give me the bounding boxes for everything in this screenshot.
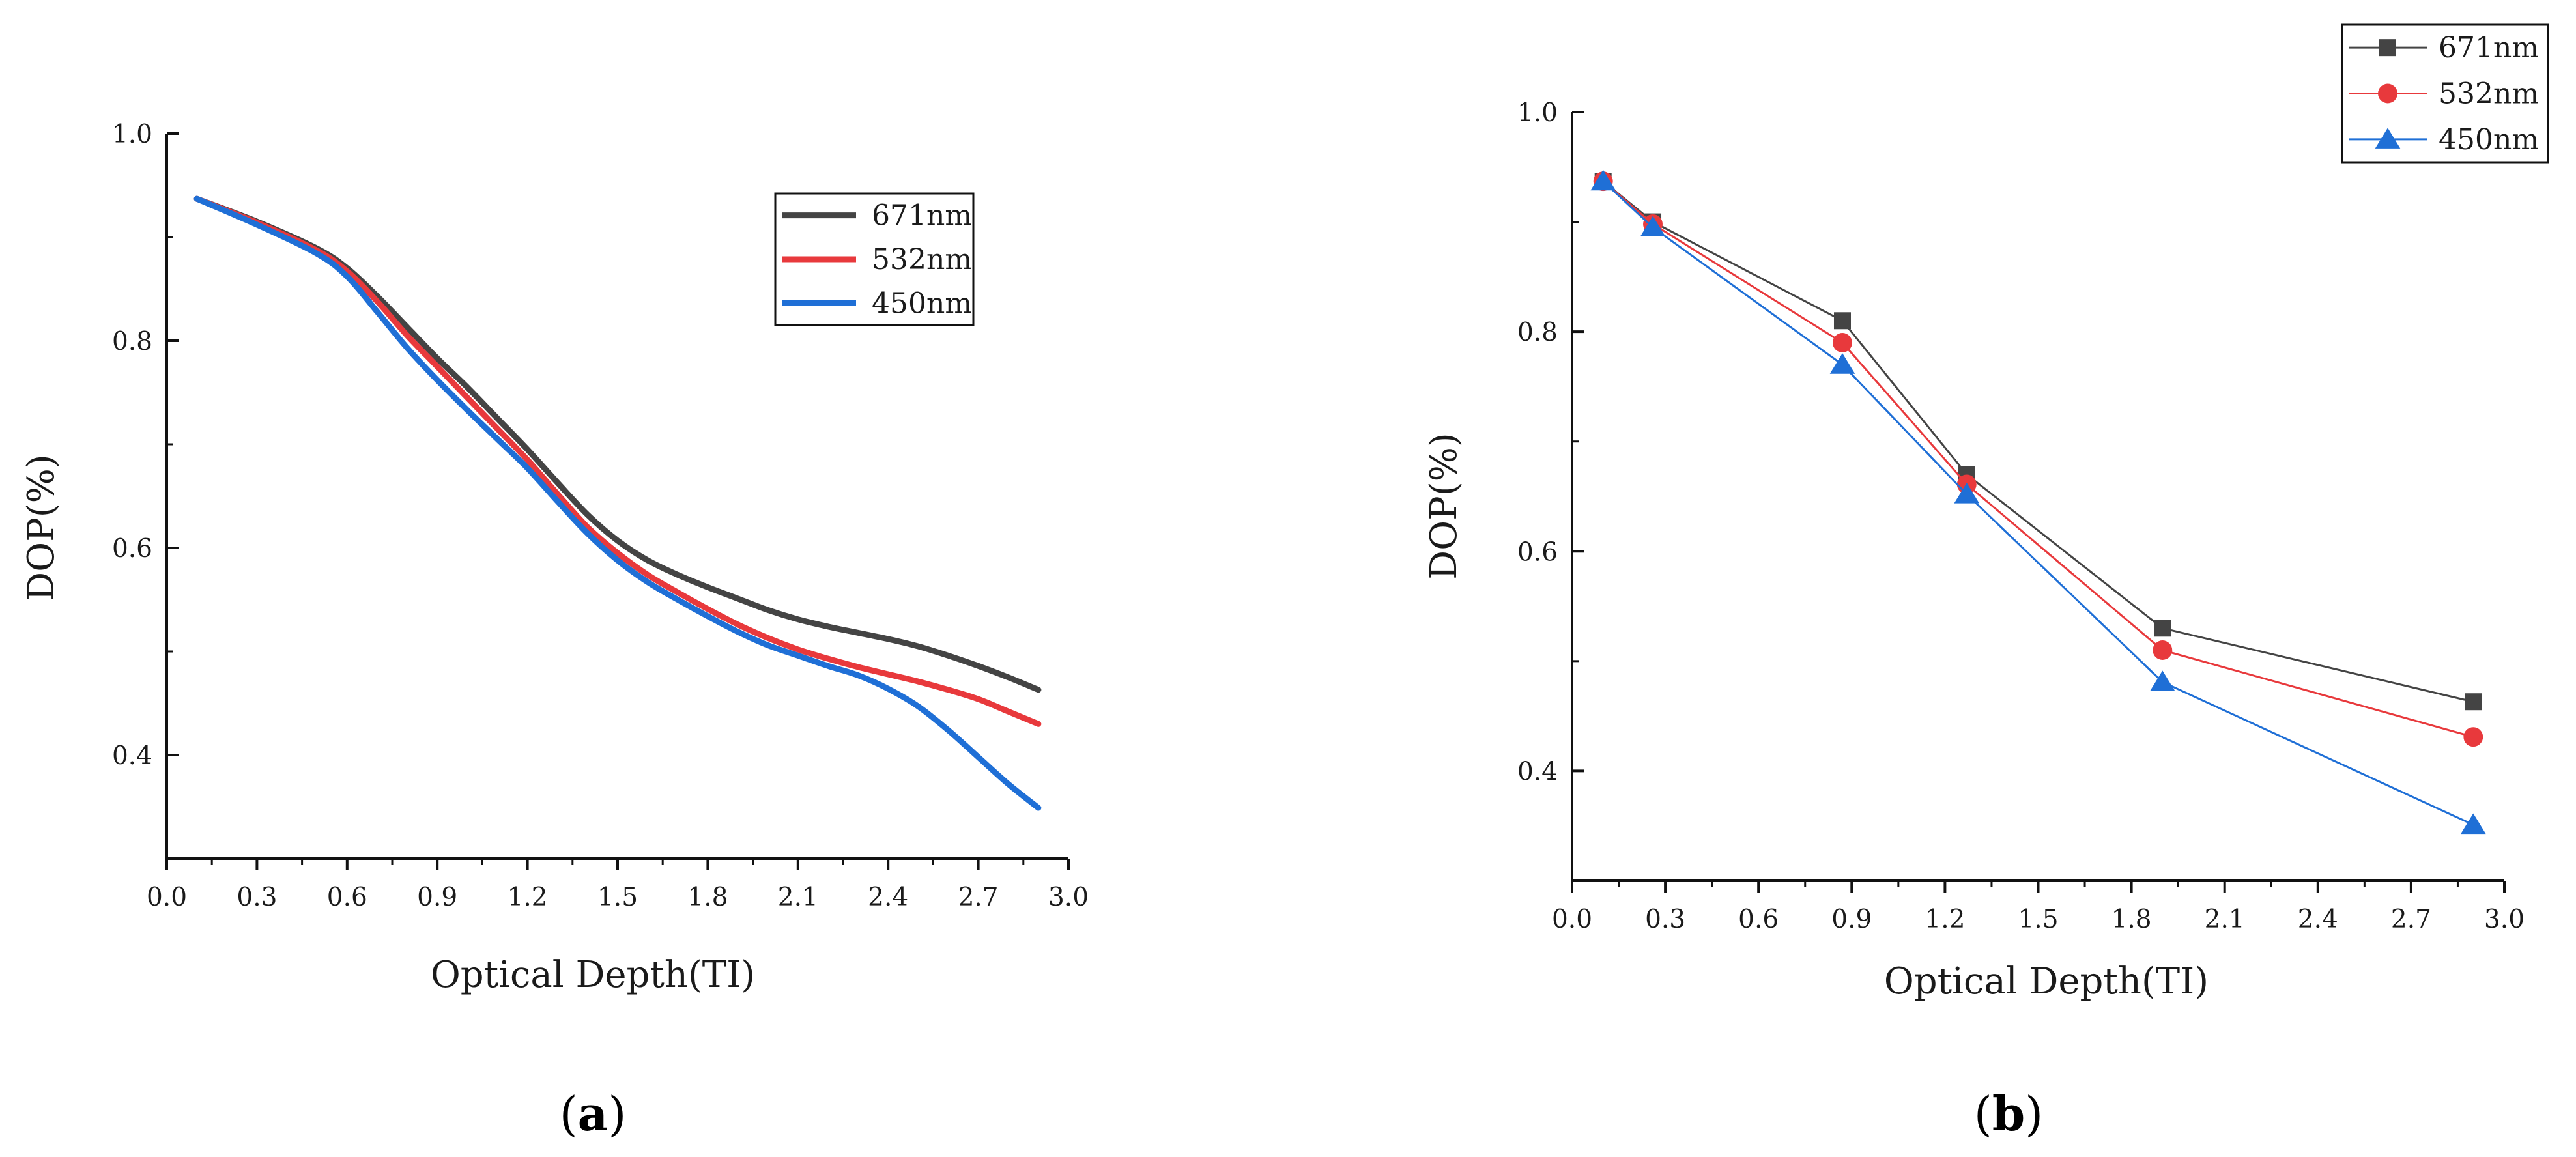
chart-b-legend-marker-532nm	[2378, 83, 2397, 104]
chart-b-panel-letter: b	[1992, 1086, 2025, 1141]
chart-a-x-axis-title: Optical Depth(TI)	[431, 954, 755, 996]
chart-b-panel-open-paren: (	[1974, 1087, 1992, 1141]
chart-b-legend-label-532nm: 532nm	[2439, 78, 2539, 111]
chart-b-data-point-450nm	[1954, 483, 1980, 504]
chart-b-legend-label-671nm: 671nm	[2439, 31, 2539, 64]
chart-b-legend: 671nm 532nm 450nm	[2341, 23, 2549, 164]
chart-a-legend-label-671nm: 671nm	[872, 199, 972, 233]
chart-a-panel-open-paren: (	[560, 1087, 578, 1141]
chart-b-x-tick-label: 1.5	[2018, 905, 2058, 934]
chart-a-legend: 671nm 532nm 450nm	[774, 192, 975, 326]
chart-b-x-tick-label: 1.8	[2111, 905, 2152, 934]
chart-a-axes	[165, 132, 1070, 870]
chart-a-x-tick-label: 1.5	[597, 883, 638, 912]
chart-b-x-tick-label: 0.0	[1552, 905, 1592, 934]
chart-a-x-tick-label: 2.7	[958, 883, 999, 912]
chart-b-data-point-450nm	[1640, 216, 1666, 237]
chart-a-x-tick-label: 0.3	[236, 883, 277, 912]
chart-b-series-line-532nm	[1602, 180, 2474, 738]
chart-b-data-point-671nm	[2154, 620, 2171, 637]
chart-a-y-tick-label: 0.8	[112, 327, 152, 356]
chart-b-data-point-671nm	[2465, 693, 2482, 711]
chart-b-x-tick-label: 0.6	[1738, 905, 1779, 934]
chart-b-data-point-450nm	[2460, 813, 2486, 835]
chart-a-x-tick-label: 0.9	[417, 883, 457, 912]
chart-a-x-tick-label: 1.2	[508, 883, 548, 912]
chart-a-tick-labels: 0.0 0.3 0.6 0.9 1.2 1.5 1.8 2.1 2.4 2.7 3.0 0.4 0.6 0…	[112, 120, 1089, 912]
chart-a-y-tick-label: 1.0	[112, 120, 152, 149]
chart-b-x-tick-label: 2.4	[2298, 905, 2338, 934]
chart-b-data-point-450nm	[1590, 169, 1616, 191]
chart-a-x-tick-label: 2.4	[868, 883, 908, 912]
chart-a-legend-label-450nm: 450nm	[872, 287, 972, 320]
chart-b-x-tick-label: 3.0	[2484, 905, 2525, 934]
chart-b-legend-marker-671nm	[2379, 39, 2396, 57]
chart-a-x-tick-label: 1.8	[687, 883, 728, 912]
chart-b-y-axis-title: DOP(%)	[1423, 433, 1465, 579]
chart-a-x-tick-label: 0.0	[147, 883, 187, 912]
chart-a-x-tick-label: 0.6	[327, 883, 367, 912]
chart-a-legend-label-532nm: 532nm	[872, 243, 972, 276]
chart-b-y-tick-label: 0.4	[1517, 757, 1558, 786]
chart-a-panel-close-paren: )	[608, 1087, 626, 1141]
chart-b-series-line-671nm	[1602, 180, 2474, 703]
chart-b-panel-label: (b)	[1974, 1086, 2044, 1141]
chart-a-y-axis-title: DOP(%)	[20, 454, 63, 601]
chart-b-x-tick-label: 2.1	[2205, 905, 2245, 934]
chart-b-data-point-532nm	[1833, 333, 1852, 352]
chart-panel-b: 0.0 0.3 0.6 0.9 1.2 1.5 1.8 2.1 2.4 2.7 3.0 0.4 0.6 0…	[1423, 23, 2549, 1141]
chart-b-x-tick-label: 0.3	[1645, 905, 1685, 934]
chart-a-x-tick-label: 2.1	[778, 883, 818, 912]
chart-b-x-tick-label: 2.7	[2391, 905, 2431, 934]
chart-b-legend-label-450nm: 450nm	[2439, 123, 2539, 156]
chart-panel-a: 0.0 0.3 0.6 0.9 1.2 1.5 1.8 2.1 2.4 2.7 3.0 0.4 0.6 0…	[20, 120, 1089, 1141]
chart-a-x-tick-label: 3.0	[1048, 883, 1089, 912]
chart-b-axes	[1571, 111, 2506, 893]
chart-b-y-tick-label: 0.6	[1517, 537, 1558, 567]
chart-b-tick-labels: 0.0 0.3 0.6 0.9 1.2 1.5 1.8 2.1 2.4 2.7 3.0 0.4 0.6 0…	[1517, 98, 2525, 934]
chart-a-y-tick-label: 0.4	[112, 741, 152, 771]
chart-a-series-group	[193, 195, 1042, 811]
chart-b-data-point-671nm	[1833, 312, 1851, 330]
chart-a-panel-letter: a	[578, 1086, 608, 1141]
chart-a-series-line-532nm	[193, 195, 1042, 727]
chart-b-legend-marker-450nm	[2375, 128, 2401, 149]
chart-b-x-tick-label: 1.2	[1925, 905, 1965, 934]
chart-a-y-tick-label: 0.6	[112, 534, 152, 564]
chart-b-x-axis-title: Optical Depth(TI)	[1884, 960, 2209, 1003]
chart-b-x-tick-label: 0.9	[1831, 905, 1872, 934]
chart-b-y-tick-label: 1.0	[1517, 98, 1558, 128]
chart-b-data-point-532nm	[2463, 727, 2483, 747]
chart-b-series-group	[1590, 169, 2486, 835]
chart-b-data-point-532nm	[2153, 640, 2173, 660]
chart-b-series-line-450nm	[1602, 180, 2474, 826]
chart-b-y-tick-label: 0.8	[1517, 318, 1558, 347]
chart-b-data-point-450nm	[1829, 353, 1855, 374]
chart-a-series-line-450nm	[193, 195, 1042, 811]
chart-a-series-line-671nm	[193, 195, 1042, 693]
chart-b-data-point-450nm	[2149, 670, 2175, 691]
chart-b-panel-close-paren: )	[2025, 1087, 2043, 1141]
chart-a-panel-label: (a)	[560, 1086, 627, 1141]
